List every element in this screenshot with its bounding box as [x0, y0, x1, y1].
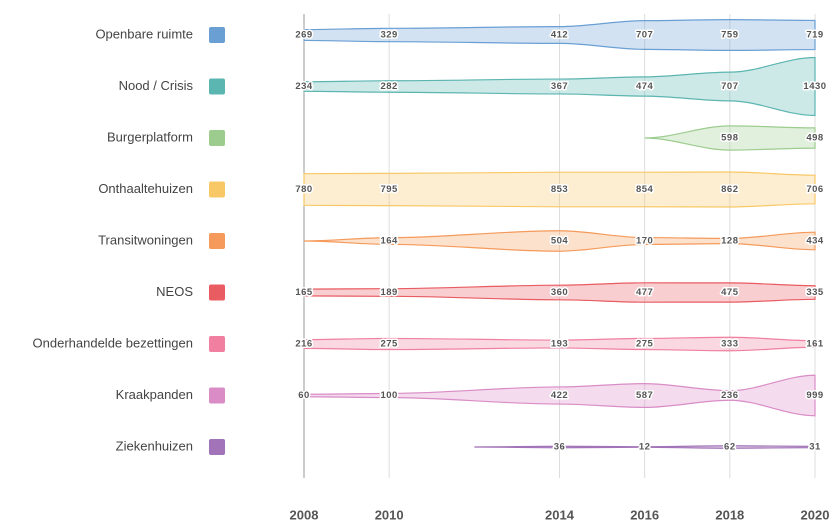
legend-swatch [209, 439, 225, 455]
value-label: 477 [636, 287, 653, 298]
value-label: 587 [636, 390, 653, 401]
legend-label: Onderhandelde bezettingen [33, 335, 193, 350]
value-label: 12 [639, 442, 651, 453]
value-label: 862 [721, 184, 738, 195]
legend-label: Ziekenhuizen [116, 438, 193, 453]
value-label: 1430 [803, 81, 826, 92]
value-label: 360 [551, 287, 568, 298]
value-label: 216 [295, 339, 312, 350]
legend-swatch [209, 181, 225, 198]
value-label: 474 [636, 81, 654, 92]
stream-area [644, 125, 816, 151]
value-label: 335 [806, 287, 824, 298]
legend-swatch [209, 233, 225, 249]
value-label: 170 [636, 236, 653, 247]
legend-label: Openbare ruimte [95, 26, 193, 41]
value-label: 100 [380, 390, 397, 401]
x-tick-label: 2020 [801, 507, 830, 522]
legend-swatch [209, 130, 225, 146]
legend-label: Burgerplatform [107, 129, 193, 144]
value-label: 193 [551, 339, 568, 350]
value-label: 707 [721, 81, 738, 92]
legend-label: NEOS [156, 284, 193, 299]
value-label: 854 [636, 184, 654, 195]
value-label: 999 [806, 390, 823, 401]
value-label: 795 [380, 184, 398, 195]
stream-area [303, 336, 816, 352]
legend-swatch [209, 387, 225, 404]
value-label: 60 [298, 390, 310, 401]
stream-area [303, 171, 816, 208]
legend-swatch [209, 27, 225, 43]
legend-swatch [209, 78, 225, 95]
value-label: 275 [380, 339, 398, 350]
value-label: 31 [809, 442, 821, 453]
value-label: 367 [551, 81, 568, 92]
value-label: 165 [295, 287, 313, 298]
value-label: 189 [380, 287, 397, 298]
value-label: 282 [380, 81, 397, 92]
stream-area [303, 230, 816, 252]
value-label: 269 [295, 30, 312, 41]
legend-label: Onthaaltehuizen [98, 181, 193, 196]
value-label: 707 [636, 30, 653, 41]
value-label: 434 [806, 236, 824, 247]
value-label: 759 [721, 30, 738, 41]
value-label: 329 [380, 30, 397, 41]
value-label: 498 [806, 133, 823, 144]
x-tick-label: 2014 [545, 507, 575, 522]
value-label: 161 [806, 339, 824, 350]
value-label: 853 [551, 184, 568, 195]
value-label: 333 [721, 339, 738, 350]
value-label: 475 [721, 287, 739, 298]
value-label: 504 [551, 236, 569, 247]
x-tick-label: 2008 [290, 507, 319, 522]
legend-swatch [209, 336, 225, 352]
legend-label: Transitwoningen [98, 232, 193, 247]
value-label: 275 [636, 339, 654, 350]
x-tick-label: 2018 [715, 507, 744, 522]
value-label: 62 [724, 442, 736, 453]
value-label: 36 [554, 442, 566, 453]
legend-swatch [209, 284, 225, 301]
stream-area [303, 56, 816, 117]
value-label: 164 [380, 236, 398, 247]
value-label: 422 [551, 390, 568, 401]
stream-area [303, 374, 816, 417]
x-tick-label: 2010 [375, 507, 404, 522]
value-label: 706 [806, 184, 823, 195]
value-label: 598 [721, 133, 738, 144]
legend-label: Nood / Crisis [119, 78, 194, 93]
x-tick-label: 2016 [630, 507, 659, 522]
value-label: 234 [295, 81, 313, 92]
value-label: 412 [551, 30, 568, 41]
value-label: 719 [806, 30, 823, 41]
value-label: 128 [721, 236, 738, 247]
stream-area [303, 19, 816, 51]
legend-label: Kraakpanden [116, 387, 193, 402]
stream-area [303, 282, 816, 303]
value-label: 780 [295, 184, 312, 195]
stream-area [474, 445, 816, 449]
value-label: 236 [721, 390, 738, 401]
